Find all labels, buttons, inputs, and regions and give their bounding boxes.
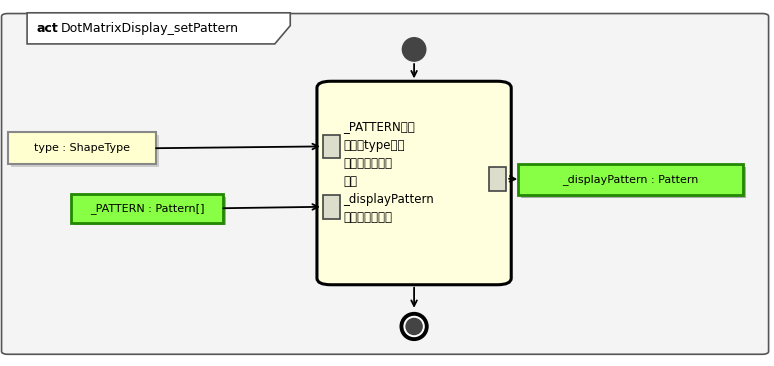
Ellipse shape bbox=[402, 38, 426, 61]
FancyBboxPatch shape bbox=[323, 195, 340, 219]
Ellipse shape bbox=[406, 318, 422, 335]
FancyBboxPatch shape bbox=[11, 135, 159, 167]
Text: _PATTERN定数
より，type番目
のパターンを得
て，
_displayPattern
として記憶する: _PATTERN定数 より，type番目 のパターンを得 て， _display… bbox=[344, 120, 434, 224]
Text: type : ShapeType: type : ShapeType bbox=[33, 143, 130, 153]
FancyBboxPatch shape bbox=[489, 167, 506, 190]
Text: _displayPattern : Pattern: _displayPattern : Pattern bbox=[562, 174, 699, 185]
Ellipse shape bbox=[400, 313, 428, 340]
Polygon shape bbox=[27, 13, 290, 44]
Text: _PATTERN : Pattern[]: _PATTERN : Pattern[] bbox=[90, 203, 204, 214]
FancyBboxPatch shape bbox=[317, 81, 512, 285]
FancyBboxPatch shape bbox=[323, 134, 340, 158]
Text: act: act bbox=[36, 22, 58, 35]
Ellipse shape bbox=[404, 317, 424, 336]
FancyBboxPatch shape bbox=[71, 194, 223, 223]
FancyBboxPatch shape bbox=[521, 167, 746, 198]
FancyBboxPatch shape bbox=[8, 132, 156, 164]
FancyBboxPatch shape bbox=[518, 164, 743, 195]
FancyBboxPatch shape bbox=[74, 197, 226, 225]
Text: DotMatrixDisplay_setPattern: DotMatrixDisplay_setPattern bbox=[61, 22, 239, 35]
FancyBboxPatch shape bbox=[2, 14, 769, 354]
